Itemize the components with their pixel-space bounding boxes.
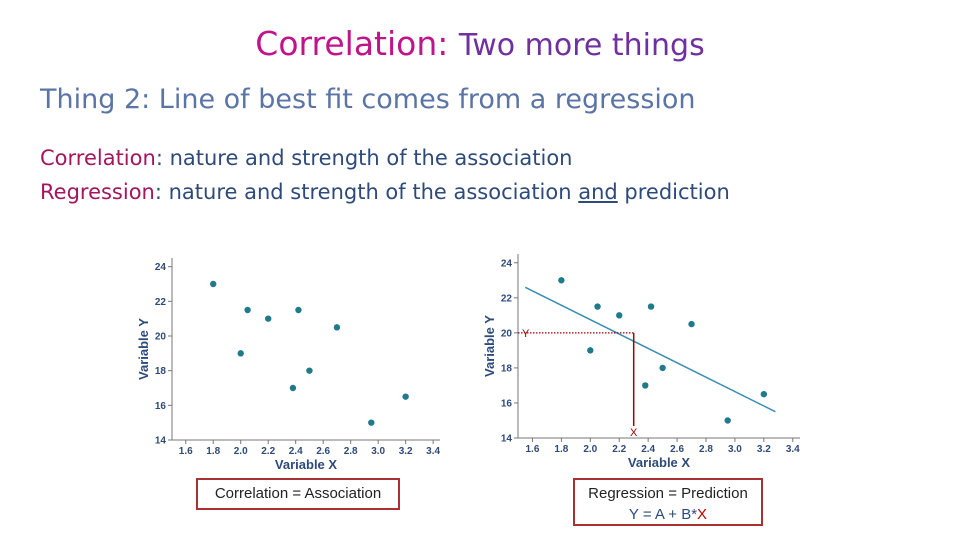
right-y-tick-label: 24: [501, 258, 513, 269]
equation-text: Y = A + B*: [628, 506, 698, 523]
right-y-tick-label: 20: [501, 328, 513, 339]
right-x-tick-label: 3.4: [786, 444, 800, 455]
left-data-point: [368, 419, 375, 426]
left-y-axis-label: Variable Y: [136, 318, 151, 380]
left-x-tick-label: 2.0: [234, 446, 248, 457]
left-x-axis-label: Variable X: [275, 457, 337, 472]
right-x-tick-label: 3.2: [757, 444, 771, 455]
left-x-tick-label: 2.8: [344, 446, 358, 457]
right-data-point: [647, 303, 655, 310]
left-data-point: [295, 306, 302, 314]
right-data-point: [688, 320, 695, 328]
left-x-tick-label: 3.0: [371, 446, 385, 457]
left-y-tick-label: 16: [155, 401, 167, 412]
correlation-term: Correlation: [40, 146, 156, 170]
regression-caption: Regression = Prediction Y = A + B*X: [573, 478, 763, 526]
right-data-point: [642, 382, 649, 389]
right-regression-line: [524, 286, 776, 413]
right-y-axis-label: Variable Y: [482, 315, 497, 377]
left-data-point: [244, 306, 251, 314]
correlation-definition: Correlation: nature and strength of the …: [40, 146, 573, 170]
regression-term: Regression: [40, 180, 155, 204]
left-data-point: [289, 384, 297, 392]
equation-x: X: [697, 506, 708, 523]
left-y-tick-label: 22: [155, 297, 167, 308]
left-data-point: [237, 350, 244, 357]
right-y-tick-label: 16: [501, 398, 513, 409]
subtitle: Thing 2: Line of best fit comes from a r…: [40, 84, 696, 115]
right-chart-group: 14 16 18 20 22 24 1.6 1.8 2.0 2.2 2.4 2.6 2.8 3.0 3.2 3…: [482, 254, 800, 470]
right-x-tick-label: 1.8: [554, 444, 568, 455]
regression-caption-equation: Y = A + B*X: [575, 504, 761, 525]
right-x-tick-label: 3.0: [728, 444, 742, 455]
right-data-point: [594, 303, 601, 310]
page-title: Correlation: Two more things: [0, 24, 960, 63]
left-x-tick-label: 2.2: [261, 446, 275, 457]
left-y-tick-label: 18: [155, 366, 167, 377]
right-data-point: [760, 390, 768, 398]
right-data-point: [724, 417, 731, 424]
left-data-point: [306, 367, 313, 374]
left-x-tick-label: 3.4: [426, 446, 440, 457]
right-x-tick-label: 2.6: [670, 444, 684, 455]
right-x-tick-label: 2.4: [641, 444, 655, 455]
left-x-tick-label: 1.6: [179, 446, 193, 457]
left-y-tick-label: 20: [155, 332, 167, 343]
title-rest: Two more things: [458, 28, 705, 63]
left-data-point: [210, 280, 217, 288]
right-y-tick-label: 18: [501, 363, 513, 374]
right-x-tick-label: 2.0: [583, 444, 597, 455]
right-data-point: [558, 277, 565, 284]
regression-caption-line1: Regression = Prediction: [588, 485, 748, 502]
right-y-tick-label: 14: [501, 434, 513, 445]
right-data-point: [659, 364, 666, 372]
right-x-tick-label: 1.6: [526, 444, 540, 455]
left-y-tick-label: 14: [155, 436, 167, 447]
right-data-point: [587, 347, 594, 354]
right-guide-x-label: X: [630, 427, 638, 439]
title-highlight: Correlation:: [255, 24, 449, 63]
correlation-text: : nature and strength of the association: [155, 146, 573, 170]
right-data-point: [616, 312, 623, 319]
left-y-tick-label: 24: [155, 262, 167, 273]
right-guide-y-label: Y: [522, 328, 530, 340]
regression-tail: prediction: [617, 180, 730, 204]
regression-definition: Regression: nature and strength of the a…: [40, 180, 730, 204]
left-data-point: [333, 324, 341, 331]
left-data-point: [402, 393, 409, 400]
left-x-tick-label: 3.2: [399, 446, 413, 457]
right-x-tick-label: 2.8: [699, 444, 713, 455]
left-x-tick-label: 1.8: [206, 446, 220, 457]
right-x-axis-label: Variable X: [628, 455, 690, 470]
regression-text: : nature and strength of the association: [154, 180, 579, 204]
right-y-tick-label: 22: [501, 293, 513, 304]
left-x-tick-label: 2.6: [316, 446, 330, 457]
right-x-tick-label: 2.2: [612, 444, 626, 455]
left-chart-group: 14 16 18 20 22 24 1.6 1.8 2.0 2.2 2.4 2.6 2.8 3.0 3.2 3…: [136, 258, 441, 472]
regression-and: and: [578, 180, 618, 204]
left-data-point: [265, 315, 272, 322]
left-x-tick-label: 2.4: [289, 446, 303, 457]
correlation-caption: Correlation = Association: [196, 478, 400, 510]
